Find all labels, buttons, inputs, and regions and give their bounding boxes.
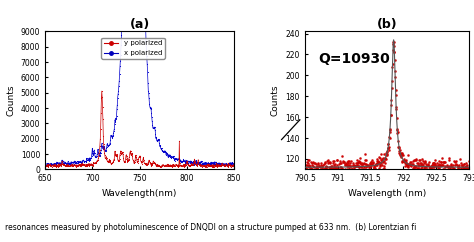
Text: resonances measured by photoluminescence of DNQDI on a structure pumped at 633 n: resonances measured by photoluminescence… [5, 223, 416, 232]
Title: (a): (a) [129, 18, 150, 31]
X-axis label: Wavelength (nm): Wavelength (nm) [348, 189, 426, 198]
Bar [266, 122, 280, 169]
X-axis label: Wavelength(nm): Wavelength(nm) [102, 189, 177, 198]
Y-axis label: Counts: Counts [271, 85, 280, 116]
Legend: y polarized, x polarized: y polarized, x polarized [101, 38, 165, 59]
Y-axis label: Counts: Counts [6, 85, 15, 116]
Title: (b): (b) [377, 18, 397, 31]
Text: Q=10930: Q=10930 [318, 52, 390, 66]
